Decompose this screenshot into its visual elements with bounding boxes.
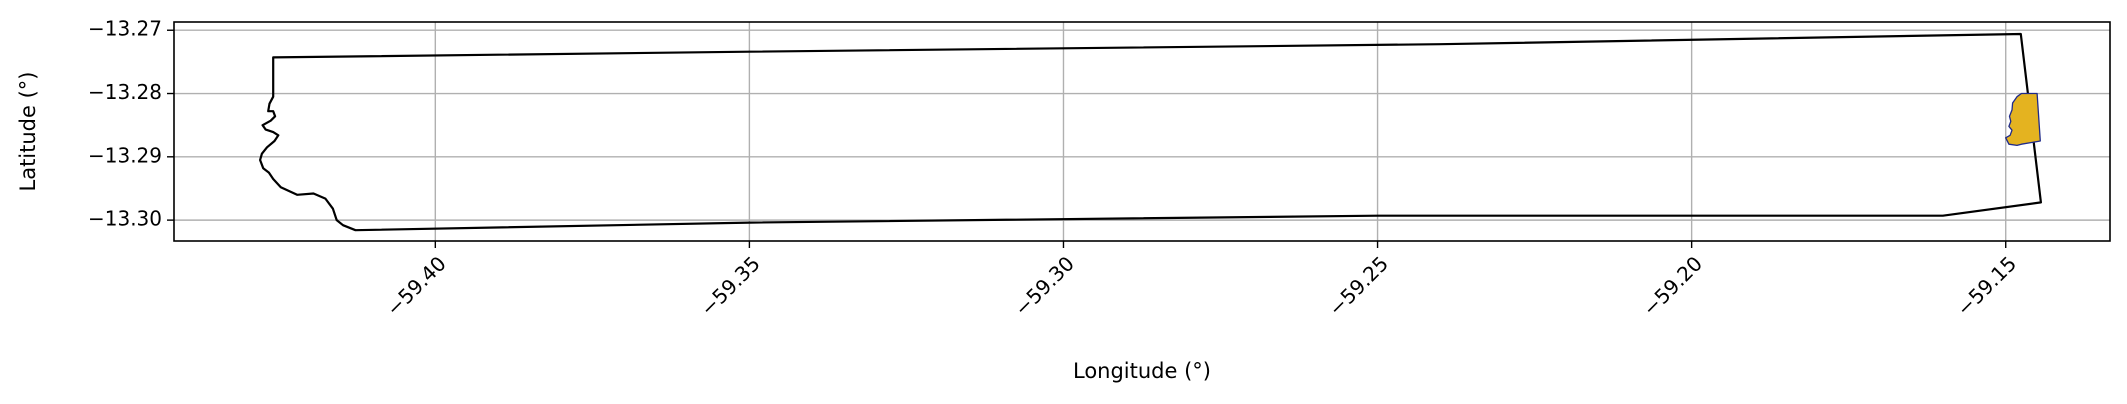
y-tick-label: −13.29: [88, 143, 162, 167]
boundary-outline: [259, 32, 2042, 232]
x-tick-label: −59.35: [696, 251, 765, 320]
highlighted-region: [2005, 92, 2041, 147]
x-tick-label: −59.40: [381, 251, 450, 320]
y-tick-label: −13.30: [88, 207, 162, 231]
x-tick-label: −59.20: [1638, 251, 1707, 320]
x-tick-label: −59.25: [1324, 251, 1393, 320]
grid-lines: [174, 22, 2110, 241]
axis-ticks: −59.40 −59.35 −59.30 −59.25 −59.20 −59.15 −13.…: [88, 17, 2021, 321]
x-tick-label: −59.15: [1952, 251, 2021, 320]
x-tick-label: −59.30: [1010, 251, 1079, 320]
map-shapes: [259, 32, 2042, 232]
x-axis-label: Longitude (°): [1073, 359, 1211, 383]
y-tick-label: −13.28: [88, 80, 162, 104]
axes-frame: [173, 21, 2111, 242]
y-tick-label: −13.27: [88, 17, 162, 41]
y-axis-label: Latitude (°): [16, 72, 40, 192]
